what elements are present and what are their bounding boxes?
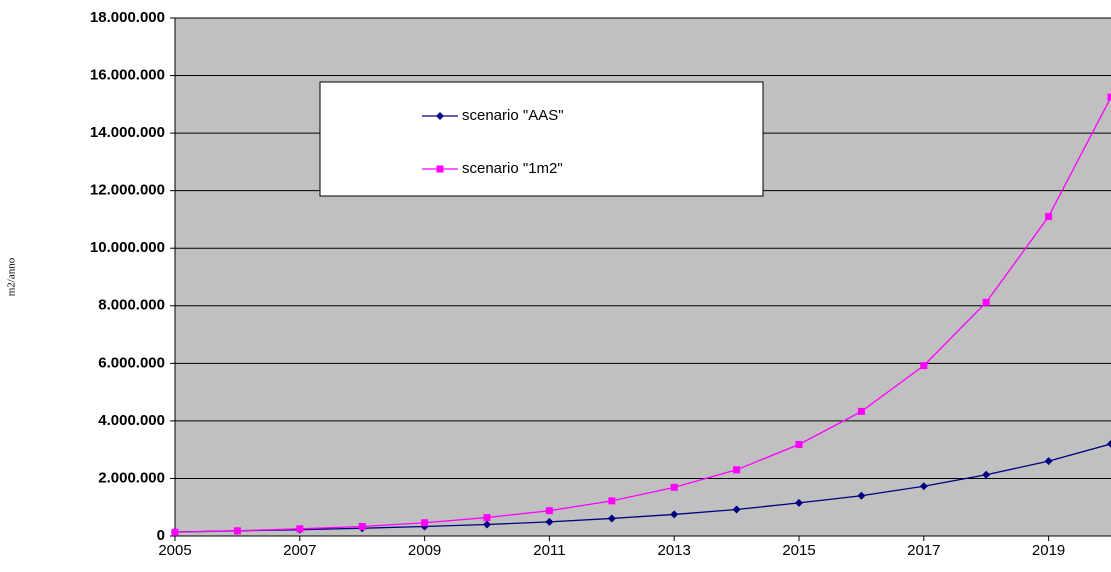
point	[857, 407, 865, 415]
y-tick-label: 4.000.000	[98, 412, 165, 429]
point	[920, 362, 928, 370]
point	[607, 514, 616, 523]
point	[795, 498, 803, 507]
x-tick-label: 2005	[158, 542, 191, 559]
point	[545, 507, 553, 515]
point	[1107, 439, 1111, 448]
point	[1044, 457, 1053, 466]
point	[545, 517, 554, 526]
legend-label: scenario "1m2"	[462, 160, 563, 177]
y-tick-label: 12.000.000	[90, 182, 165, 199]
point	[670, 483, 678, 491]
x-tick-label: 2011	[533, 542, 565, 559]
point	[732, 505, 741, 514]
point	[857, 491, 866, 500]
point	[982, 470, 991, 479]
y-axis-label: m2/anno	[6, 257, 18, 296]
point	[171, 528, 179, 536]
point	[233, 527, 241, 535]
y-tick-label: 18.000.000	[90, 9, 165, 26]
point	[1107, 93, 1111, 101]
legend-marker	[436, 165, 444, 173]
y-tick-label: 8.000.000	[98, 297, 165, 314]
y-tick-label: 10.000.000	[90, 239, 165, 256]
point	[608, 497, 616, 505]
legend-marker	[436, 112, 444, 120]
legend: scenario "AAS" scenario "1m2"	[319, 81, 764, 197]
series-line	[174, 443, 1111, 533]
y-tick-label: 16.000.000	[90, 67, 165, 84]
x-tick-label: 2015	[782, 542, 815, 559]
x-tick-label: 2013	[658, 542, 691, 559]
y-tick-label: 0	[157, 527, 165, 544]
point	[982, 298, 990, 306]
y-tick-label: 14.000.000	[90, 124, 165, 141]
x-tick-label: 2007	[283, 542, 316, 559]
point	[483, 520, 491, 529]
point	[1045, 213, 1053, 221]
legend-box	[319, 81, 764, 197]
point	[670, 510, 679, 519]
series-line	[174, 96, 1111, 533]
point	[358, 523, 366, 531]
point	[483, 514, 491, 522]
y-tick-label: 2.000.000	[98, 469, 165, 486]
point	[919, 482, 928, 491]
y-tick-label: 6.000.000	[98, 354, 165, 371]
legend-label: scenario "AAS"	[462, 107, 564, 124]
point	[296, 525, 304, 533]
point	[795, 440, 803, 448]
x-tick-label: 2017	[907, 542, 940, 559]
point	[733, 466, 741, 474]
point	[421, 519, 429, 527]
x-tick-label: 2019	[1032, 542, 1065, 559]
x-tick-label: 2009	[408, 542, 441, 559]
